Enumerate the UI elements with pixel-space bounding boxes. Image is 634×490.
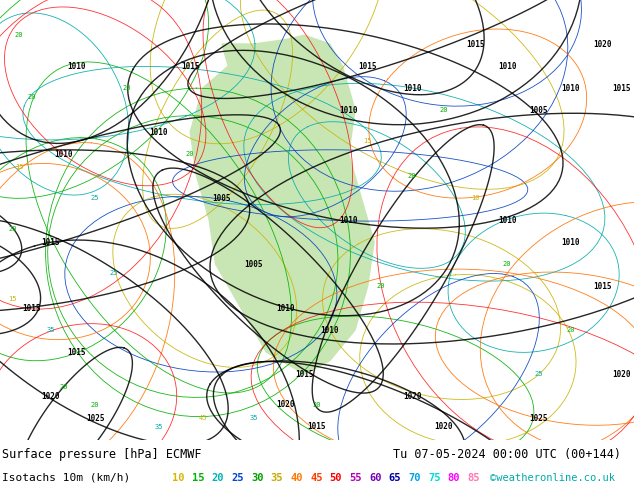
Text: 1015: 1015 [295, 369, 314, 378]
Text: 25: 25 [110, 270, 119, 276]
Text: Isotachs 10m (km/h): Isotachs 10m (km/h) [2, 472, 130, 483]
Text: 15: 15 [363, 138, 372, 144]
Text: 80: 80 [448, 472, 460, 483]
Text: 25: 25 [231, 472, 244, 483]
Text: 20: 20 [408, 173, 417, 179]
Text: 45: 45 [310, 472, 323, 483]
Text: 1020: 1020 [403, 392, 422, 400]
Text: 30: 30 [251, 472, 264, 483]
Text: 1010: 1010 [403, 83, 422, 93]
Text: 1010: 1010 [276, 303, 295, 313]
Text: 1020: 1020 [434, 422, 453, 431]
Text: ©weatheronline.co.uk: ©weatheronline.co.uk [490, 472, 615, 483]
Text: 1010: 1010 [149, 127, 168, 137]
Text: 20: 20 [27, 94, 36, 100]
Text: 45: 45 [198, 415, 207, 421]
Text: 1010: 1010 [339, 216, 358, 224]
Text: 1005: 1005 [212, 194, 231, 202]
Text: 50: 50 [330, 472, 342, 483]
Text: 65: 65 [389, 472, 401, 483]
Text: 1020: 1020 [276, 400, 295, 409]
Text: 1010: 1010 [498, 62, 517, 71]
Text: 1005: 1005 [244, 260, 263, 269]
Text: 70: 70 [408, 472, 421, 483]
Text: 1025: 1025 [529, 414, 548, 422]
Text: Tu 07-05-2024 00:00 UTC (00+144): Tu 07-05-2024 00:00 UTC (00+144) [393, 447, 621, 461]
Text: 1005: 1005 [529, 105, 548, 115]
Text: 1010: 1010 [561, 83, 580, 93]
Text: 85: 85 [467, 472, 480, 483]
Text: 35: 35 [154, 424, 163, 430]
Text: 1015: 1015 [22, 303, 41, 313]
Text: 1010: 1010 [54, 149, 73, 158]
Text: 1010: 1010 [339, 105, 358, 115]
Text: 40: 40 [290, 472, 303, 483]
Text: 1010: 1010 [320, 325, 339, 335]
Text: 1015: 1015 [307, 422, 327, 431]
Text: Surface pressure [hPa] ECMWF: Surface pressure [hPa] ECMWF [2, 447, 202, 461]
Text: 25: 25 [91, 195, 100, 201]
Text: 20: 20 [566, 327, 575, 333]
Text: 20: 20 [313, 402, 321, 408]
Text: 60: 60 [369, 472, 382, 483]
Text: 1015: 1015 [612, 83, 631, 93]
Text: 20: 20 [122, 85, 131, 91]
Text: 1015: 1015 [358, 62, 377, 71]
Text: 1015: 1015 [41, 238, 60, 246]
Text: 35: 35 [46, 327, 55, 333]
Text: 15: 15 [15, 164, 23, 170]
Text: 1015: 1015 [67, 347, 86, 357]
Text: 20: 20 [439, 107, 448, 113]
Text: 15: 15 [192, 472, 205, 483]
Text: 20: 20 [91, 402, 100, 408]
Polygon shape [190, 35, 374, 374]
Text: 35: 35 [271, 472, 283, 483]
Text: 1015: 1015 [466, 40, 485, 49]
Text: 1010: 1010 [561, 238, 580, 246]
Text: 20: 20 [376, 283, 385, 289]
Text: 1010: 1010 [498, 216, 517, 224]
Text: 10: 10 [172, 472, 185, 483]
Text: 75: 75 [428, 472, 441, 483]
Text: 20: 20 [59, 384, 68, 390]
Text: 1020: 1020 [593, 40, 612, 49]
Text: 25: 25 [534, 371, 543, 377]
Text: 1015: 1015 [181, 62, 200, 71]
Text: 1020: 1020 [41, 392, 60, 400]
Text: 35: 35 [249, 415, 258, 421]
Text: 20: 20 [15, 32, 23, 38]
Text: 20: 20 [8, 226, 17, 232]
Text: 1010: 1010 [67, 62, 86, 71]
Text: 20: 20 [503, 261, 512, 267]
Text: 55: 55 [349, 472, 362, 483]
Text: 90: 90 [487, 472, 500, 483]
Text: 10: 10 [471, 195, 480, 201]
Text: 15: 15 [8, 296, 17, 302]
Text: 20: 20 [212, 472, 224, 483]
Text: 20: 20 [186, 151, 195, 157]
Text: 1020: 1020 [612, 369, 631, 378]
Text: 1015: 1015 [593, 282, 612, 291]
Polygon shape [235, 40, 349, 352]
Text: 1025: 1025 [86, 414, 105, 422]
